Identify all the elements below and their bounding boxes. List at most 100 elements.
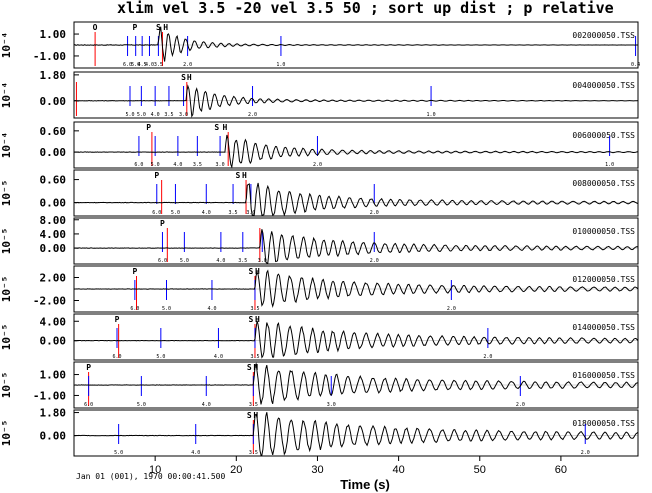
phase-pick-label: S (156, 23, 161, 32)
velocity-label: 3.5 (164, 112, 173, 118)
y-tick-label: 1.80 (40, 407, 67, 420)
phase-pick-label: H (253, 363, 258, 372)
velocity-label: 5.0 (137, 112, 146, 118)
velocity-label: 4.0 (191, 450, 200, 456)
velocity-label: 6.0 (112, 354, 121, 360)
velocity-label: 6.0 (130, 306, 139, 312)
panel-frame (73, 71, 639, 119)
y-tick-label: 8.00 (40, 214, 67, 227)
velocity-label: 6.0 (158, 258, 167, 264)
panel-frame (73, 169, 639, 217)
phase-pick-label: H (253, 411, 258, 420)
velocity-label: 4.0 (207, 306, 216, 312)
panel-8: 1.00 -1.00 10⁻⁵ 016000050.TSS 6.0 5.0 4.0 3.5 3.… (0, 361, 639, 409)
x-axis: 10 20 30 40 50 60 (149, 456, 567, 476)
velocity-label: 3.0 (258, 258, 267, 264)
y-tick-label: -1.00 (33, 50, 66, 63)
velocity-label: 2.0 (370, 258, 379, 264)
seismogram-trace (74, 320, 639, 359)
velocity-label: 4.0 (216, 258, 225, 264)
velocity-label: 3.5 (229, 210, 238, 216)
y-tick-label: 0.00 (40, 95, 67, 108)
panel-frame (73, 21, 639, 69)
velocity-label: 3.5 (238, 258, 247, 264)
velocity-label: 5.0 (151, 162, 160, 168)
velocity-label: 3.5 (154, 62, 163, 68)
velocity-label: 6.0 (134, 162, 143, 168)
y-tick-label: 0.00 (40, 242, 67, 255)
velocity-label: 2.0 (483, 354, 492, 360)
y-tick-label: 0.00 (40, 430, 67, 443)
x-tick-label: 30 (311, 464, 323, 476)
phase-pick-label: S (248, 315, 253, 324)
velocity-label: 4.0 (202, 210, 211, 216)
phase-pick-label: H (163, 23, 168, 32)
y-tick-label: 0.60 (40, 174, 67, 187)
phase-pick-label: P (132, 267, 137, 276)
velocity-label: 2.0 (248, 112, 257, 118)
phase-pick-label: P (154, 171, 159, 180)
velocity-label: 2.0 (516, 402, 525, 408)
velocity-label: 1.0 (276, 62, 285, 68)
velocity-label: 5.0 (171, 210, 180, 216)
velocity-label: 1.0 (427, 112, 436, 118)
phase-pick-label: O (93, 23, 98, 32)
y-tick-label: 1.00 (40, 28, 67, 41)
phase-pick-label: S (248, 267, 253, 276)
seismogram-trace (73, 84, 638, 118)
y-tick-label: -1.00 (33, 389, 66, 402)
x-axis-label: Time (s) (340, 477, 390, 492)
seismogram-trace (74, 182, 638, 217)
velocity-label: 3.5 (250, 306, 259, 312)
phase-pick-label: H (223, 123, 228, 132)
panel-frame (73, 121, 639, 169)
panel-1: 1.00 -1.00 10⁻⁴ 002000050.TSS 6.0 5.04.54.0 3.… (0, 21, 640, 69)
velocity-label: 3.0 (327, 402, 336, 408)
station-label: 016000050.TSS (572, 371, 635, 380)
y-axis-scale-label: 10⁻⁴ (0, 132, 13, 159)
phase-pick-label: S (247, 411, 252, 420)
velocity-label: 4.0 (202, 402, 211, 408)
velocity-label: 3.5 (249, 402, 258, 408)
station-label: 008000050.TSS (572, 179, 635, 188)
station-label: 012000050.TSS (572, 275, 635, 284)
seismogram-trace (73, 412, 639, 456)
velocity-label: 5.0 (114, 450, 123, 456)
velocity-label: 3.5 (250, 354, 259, 360)
velocity-label: 6.0 (123, 62, 132, 68)
velocity-label: 5.0 (162, 306, 171, 312)
velocity-label: 3.0 (216, 162, 225, 168)
velocity-label: 6.0 (84, 402, 93, 408)
station-label: 004000050.TSS (572, 81, 635, 90)
velocity-label: 3.0 (179, 112, 188, 118)
phase-pick-label: S (214, 123, 219, 132)
velocity-label: 1.0 (605, 162, 614, 168)
phase-pick-label: H (255, 315, 260, 324)
velocity-label: 2.0 (370, 210, 379, 216)
y-axis-scale-label: 10⁻⁵ (0, 276, 13, 303)
panel-2: 1.80 0.00 10⁻⁴ 004000050.TSS 5.0 5.0 4.0 3.5 3.0… (0, 69, 639, 119)
panel-5: 8.004.000.00 10⁻⁵ 010000050.TSS 6.0 5.0 4.0 3.… (0, 214, 639, 265)
velocity-label: 4.0 (145, 62, 154, 68)
y-tick-label: 1.80 (40, 69, 67, 82)
y-axis-scale-label: 10⁻⁵ (0, 180, 13, 207)
x-tick-label: 60 (555, 464, 567, 476)
velocity-label: 3.5 (193, 162, 202, 168)
phase-pick-label: P (115, 315, 120, 324)
phase-pick-label: H (255, 267, 260, 276)
chart-title: xlim vel 3.5 -20 vel 3.5 50 ; sort up di… (117, 0, 614, 17)
phase-pick-label: P (160, 219, 165, 228)
velocity-label: 4.0 (214, 354, 223, 360)
y-axis-scale-label: 10⁻⁵ (0, 228, 13, 255)
velocity-label: 5.0 (137, 402, 146, 408)
panel-4: 0.60 0.00 10⁻⁵ 008000050.TSS 6.0 5.0 4.0 3.5 3.0… (0, 169, 639, 217)
velocity-label: 2.0 (581, 450, 590, 456)
y-tick-label: 0.00 (40, 197, 67, 210)
y-tick-label: 0.00 (40, 335, 67, 348)
seismogram-trace (73, 134, 638, 169)
station-label: 018000050.TSS (572, 419, 635, 428)
y-tick-label: -2.00 (33, 295, 66, 308)
phase-pick-label: S (181, 73, 186, 82)
panel-6: 2.00 -2.00 10⁻⁵ 012000050.TSS 6.0 5.0 4.0 3.5 2.… (0, 265, 639, 313)
